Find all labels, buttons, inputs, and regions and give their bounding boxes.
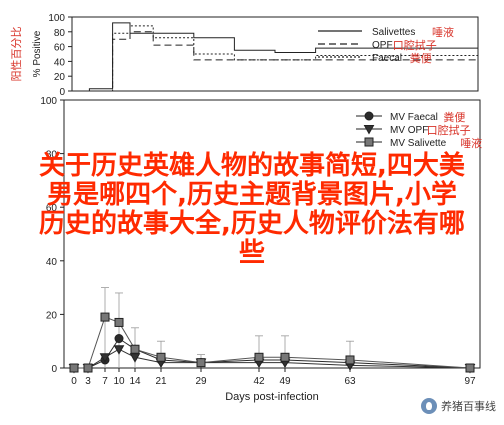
bottom-y-tick-label: 0 bbox=[51, 364, 57, 375]
top-legend-label: OPF bbox=[372, 40, 393, 51]
bottom-point-square bbox=[254, 352, 264, 362]
bottom-x-tick-label: 3 bbox=[85, 376, 91, 387]
bottom-point-triangle-down bbox=[113, 345, 125, 355]
top-panel: 0 20 40 60 80 100 % Positive 阳性百分比 Salivettes 唾液 O… bbox=[9, 13, 479, 98]
bottom-point-triangle-down bbox=[99, 353, 111, 363]
bottom-x-axis-label: Days post-infection bbox=[225, 391, 319, 403]
bottom-legend-annotation: 唾液 bbox=[460, 136, 482, 150]
watermark: 养猪百事线 bbox=[421, 398, 496, 414]
bottom-point-square bbox=[100, 312, 110, 322]
bottom-point-square bbox=[196, 358, 206, 368]
bottom-legend-annotation: 粪便 bbox=[443, 110, 465, 124]
top-series-line-opf bbox=[72, 31, 478, 92]
bottom-point-square bbox=[69, 363, 79, 373]
top-y-tick-label: 0 bbox=[59, 87, 65, 98]
bottom-x-tick-label: 21 bbox=[155, 376, 167, 387]
bottom-y-tick-label: 20 bbox=[46, 310, 58, 321]
bottom-x-tick-label: 7 bbox=[102, 376, 108, 387]
bottom-legend-label: MV Salivette bbox=[390, 138, 447, 149]
bottom-legend-marker bbox=[364, 111, 374, 121]
bottom-y-tick-label: 80 bbox=[46, 150, 58, 161]
top-y-tick-label: 20 bbox=[54, 72, 66, 83]
bottom-point-square bbox=[465, 363, 475, 373]
top-legend-label: Salivettes bbox=[372, 27, 415, 38]
bottom-legend-marker bbox=[364, 137, 374, 147]
bottom-legend-label: MV Faecal bbox=[390, 112, 438, 123]
bottom-x-tick-label: 10 bbox=[113, 376, 125, 387]
bottom-point-square bbox=[83, 363, 93, 373]
bottom-x-tick-label: 49 bbox=[279, 376, 291, 387]
top-y-tick-label: 40 bbox=[54, 57, 66, 68]
top-legend-annotation: 粪便 bbox=[410, 51, 432, 65]
bottom-y-tick-label: 40 bbox=[46, 257, 58, 268]
top-plot-frame bbox=[71, 16, 479, 92]
bottom-legend-annotation: 口腔拭子 bbox=[427, 123, 471, 137]
bottom-point-square bbox=[130, 344, 140, 354]
top-legend-annotation: 唾液 bbox=[432, 25, 454, 39]
bottom-x-tick-label: 97 bbox=[464, 376, 476, 387]
bottom-point-circle bbox=[114, 334, 124, 344]
top-legend-label: Faecal bbox=[372, 53, 402, 64]
bottom-point-triangle-down bbox=[129, 353, 141, 363]
bottom-x-tick-label: 63 bbox=[344, 376, 356, 387]
bottom-legend-label: MV OPF bbox=[390, 125, 428, 136]
top-legend-annotation: 口腔拭子 bbox=[393, 38, 437, 52]
bottom-x-tick-label: 42 bbox=[253, 376, 265, 387]
bottom-x-tick-label: 0 bbox=[71, 376, 77, 387]
watermark-text: 养猪百事线 bbox=[441, 400, 496, 413]
wechat-logo-icon bbox=[421, 398, 437, 414]
bottom-y-tick-label: 60 bbox=[46, 203, 58, 214]
top-y-tick-label: 80 bbox=[54, 28, 66, 39]
top-y-tick-label: 100 bbox=[48, 13, 65, 24]
bottom-point-square bbox=[345, 355, 355, 365]
top-y-axis-label: % Positive bbox=[32, 30, 43, 77]
bottom-point-square bbox=[156, 352, 166, 362]
top-y-axis-annotation: 阳性百分比 bbox=[9, 27, 23, 82]
bottom-legend-marker bbox=[363, 125, 375, 135]
bottom-x-tick-label: 29 bbox=[195, 376, 207, 387]
bottom-point-square bbox=[114, 317, 124, 327]
bottom-plot-frame bbox=[63, 99, 481, 369]
bottom-x-tick-label: 14 bbox=[129, 376, 141, 387]
top-y-tick-label: 60 bbox=[54, 43, 66, 54]
bottom-y-tick-label: 100 bbox=[40, 96, 57, 107]
bottom-point-square bbox=[280, 352, 290, 362]
